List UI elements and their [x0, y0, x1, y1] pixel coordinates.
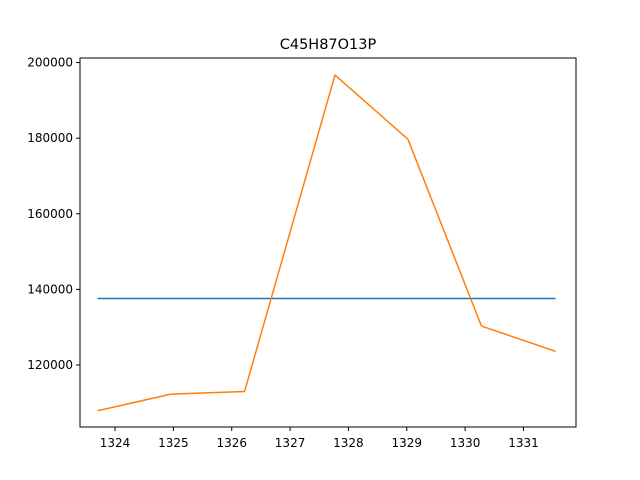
series-layer: [97, 74, 556, 412]
x-tick-label: 1331: [508, 436, 539, 450]
x-tick-label: 1325: [158, 436, 189, 450]
x-tick-label: 1329: [392, 436, 423, 450]
y-axis: 120000 140000 160000 180000 200000: [27, 56, 80, 372]
x-axis: 1324 1325 1326 1327 1328 1329 1330 1331: [100, 427, 539, 450]
x-tick-label: 1330: [450, 436, 481, 450]
chart-title: C45H87O13P: [280, 37, 377, 53]
y-tick-label: 180000: [27, 131, 73, 145]
x-tick-label: 1327: [275, 436, 306, 450]
series-line-2: [97, 74, 556, 412]
y-tick-label: 200000: [27, 56, 73, 70]
plot-frame: [79, 57, 577, 428]
y-tick-label: 120000: [27, 358, 73, 372]
x-tick-label: 1328: [333, 436, 364, 450]
y-tick-label: 140000: [27, 282, 73, 296]
x-tick-label: 1326: [216, 436, 247, 450]
x-tick-label: 1324: [100, 436, 131, 450]
y-tick-label: 160000: [27, 207, 73, 221]
